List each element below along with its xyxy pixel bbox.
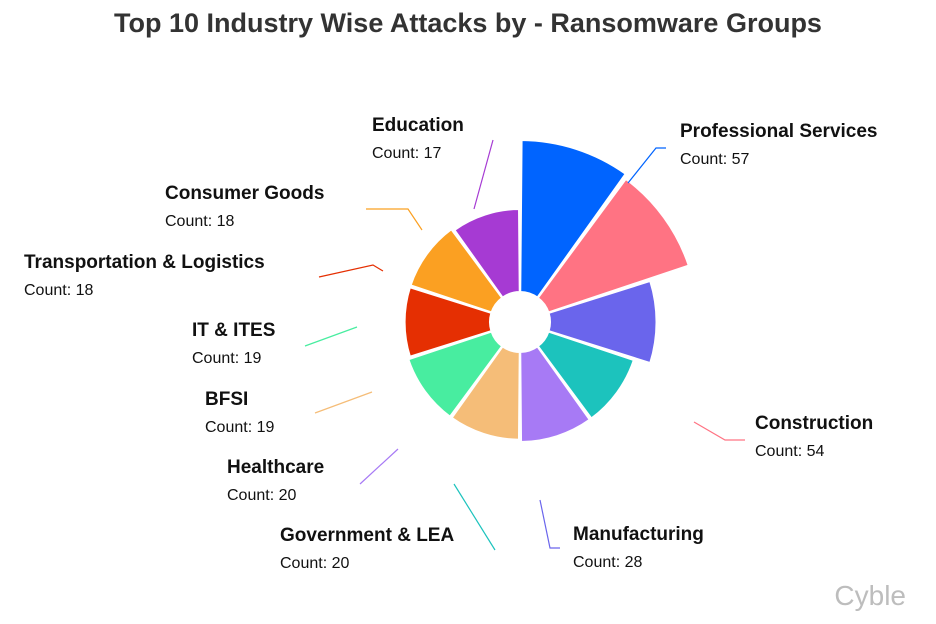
slice-professional-services[interactable]	[519, 139, 627, 299]
slice-label-bfsi: BFSI	[205, 389, 248, 410]
slice-label-it-and-ites: IT & ITES	[192, 320, 275, 341]
slice-transportation-and-logistics[interactable]	[403, 286, 493, 358]
slice-count-manufacturing: Count: 28	[573, 554, 642, 571]
slice-count-professional-services: Count: 57	[680, 151, 749, 168]
slice-count-consumer-goods: Count: 18	[165, 213, 234, 230]
slice-construction[interactable]	[536, 177, 690, 314]
slice-label-healthcare: Healthcare	[227, 457, 324, 478]
leader-line-manufacturing	[539, 499, 560, 549]
watermark: Cyble	[834, 580, 906, 611]
slice-label-transportation-and-logistics: Transportation & Logistics	[24, 252, 265, 273]
slice-consumer-goods[interactable]	[409, 228, 504, 314]
slice-it-and-ites[interactable]	[407, 330, 504, 418]
slice-label-education: Education	[372, 115, 464, 136]
leader-line-consumer-goods	[366, 208, 423, 231]
slice-count-bfsi: Count: 19	[205, 419, 274, 436]
slice-education[interactable]	[453, 207, 521, 299]
leader-line-it-and-ites	[304, 326, 358, 347]
slice-label-manufacturing: Manufacturing	[573, 524, 704, 545]
slice-manufacturing[interactable]	[547, 279, 658, 365]
slice-government-and-lea[interactable]	[536, 330, 635, 420]
slice-bfsi[interactable]	[450, 345, 521, 441]
slice-label-construction: Construction	[755, 413, 873, 434]
leader-line-government-and-lea	[453, 483, 496, 551]
leader-line-education	[473, 139, 494, 210]
slice-healthcare[interactable]	[519, 345, 591, 444]
slice-count-government-and-lea: Count: 20	[280, 555, 349, 572]
chart-title: Top 10 Industry Wise Attacks by - Ransom…	[114, 8, 822, 38]
slice-count-education: Count: 17	[372, 145, 441, 162]
slice-label-professional-services: Professional Services	[680, 121, 878, 142]
slice-count-construction: Count: 54	[755, 443, 824, 460]
slice-label-government-and-lea: Government & LEA	[280, 525, 454, 546]
leader-line-transportation-and-logistics	[318, 264, 384, 278]
leader-line-professional-services	[627, 147, 666, 184]
slice-count-it-and-ites: Count: 19	[192, 350, 261, 367]
slice-count-transportation-and-logistics: Count: 18	[24, 282, 93, 299]
slice-count-healthcare: Count: 20	[227, 487, 296, 504]
leader-line-bfsi	[314, 391, 373, 414]
slice-label-consumer-goods: Consumer Goods	[165, 183, 324, 204]
leader-line-construction	[693, 421, 745, 441]
leader-line-healthcare	[359, 448, 399, 485]
